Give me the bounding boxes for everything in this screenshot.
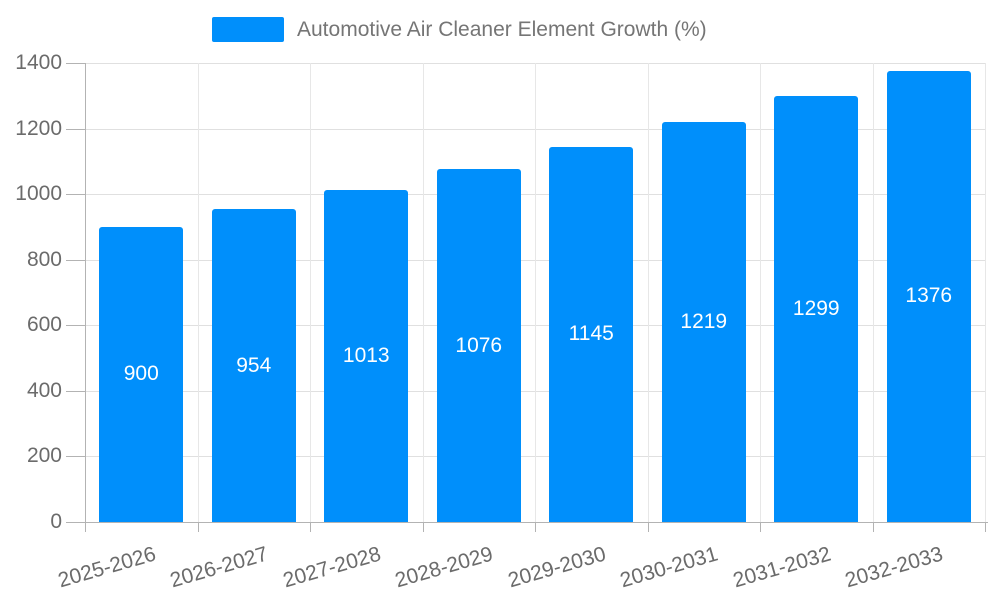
y-axis-tick	[66, 194, 85, 196]
x-axis-tick	[872, 522, 874, 532]
y-axis-tick-label: 1200	[15, 116, 62, 140]
gridline-vertical	[872, 63, 874, 522]
y-axis-line	[85, 63, 86, 522]
y-axis-tick-label: 1000	[15, 182, 62, 206]
bar-value-label: 954	[236, 353, 272, 377]
x-axis-category-label: 2030-2031	[617, 542, 721, 593]
y-axis-tick	[66, 522, 85, 523]
x-axis-tick	[310, 522, 311, 532]
y-axis-tick-label: 0	[50, 510, 62, 533]
bar[interactable]: 1299	[774, 96, 859, 522]
bar[interactable]: 1219	[661, 122, 746, 522]
x-axis-line	[85, 522, 988, 523]
bar-value-label: 1299	[792, 297, 840, 321]
gridline-vertical	[985, 63, 986, 522]
x-axis-category-label: 2026-2027	[167, 542, 271, 593]
bar-value-label: 1376	[905, 284, 953, 308]
bar[interactable]: 900	[99, 226, 184, 522]
x-axis-tick	[647, 522, 649, 532]
bar[interactable]: 1376	[886, 70, 971, 522]
gridline-vertical	[535, 63, 536, 522]
x-axis-category-label: 2029-2030	[505, 542, 609, 593]
y-axis-tick	[66, 325, 85, 327]
x-axis-tick	[985, 522, 986, 532]
legend-item[interactable]: Automotive Air Cleaner Element Growth (%…	[212, 17, 707, 42]
gridline-vertical	[422, 63, 424, 522]
x-axis-category-label: 2025-2026	[55, 542, 159, 593]
bar[interactable]: 1145	[549, 146, 634, 522]
y-axis-tick	[66, 390, 85, 392]
bar[interactable]: 1013	[324, 189, 409, 522]
y-axis-tick	[66, 63, 85, 64]
bar-value-label: 1013	[342, 343, 390, 367]
legend-label: Automotive Air Cleaner Element Growth (%…	[297, 17, 707, 41]
gridline-vertical	[647, 63, 649, 522]
y-axis-tick-label: 1400	[15, 51, 62, 74]
gridline-vertical	[760, 63, 761, 522]
bar-value-label: 900	[123, 362, 159, 386]
y-axis-tick-label: 200	[26, 444, 62, 468]
x-axis-category-label: 2032-2033	[842, 542, 946, 593]
gridline-vertical	[197, 63, 199, 522]
x-axis-tick	[422, 522, 424, 532]
bar-value-label: 1076	[455, 333, 503, 357]
bar-value-label: 1219	[680, 310, 728, 334]
x-axis-category-label: 2031-2032	[730, 542, 834, 593]
bar[interactable]: 954	[211, 209, 296, 522]
y-axis-tick-label: 600	[26, 313, 62, 337]
bar[interactable]: 1076	[436, 169, 521, 522]
gridline-vertical	[310, 63, 311, 522]
y-axis-tick-label: 800	[26, 247, 62, 271]
y-axis-tick	[66, 456, 85, 458]
legend-marker	[212, 17, 284, 42]
x-axis-tick	[197, 522, 199, 532]
x-axis-tick	[535, 522, 536, 532]
y-axis-tick-label: 400	[26, 378, 62, 402]
bar-value-label: 1145	[568, 322, 614, 346]
x-axis-category-label: 2028-2029	[392, 542, 496, 593]
x-axis-tick	[760, 522, 761, 532]
x-axis-tick	[85, 522, 86, 532]
y-axis-tick	[66, 259, 85, 261]
x-axis-category-label: 2027-2028	[280, 542, 384, 593]
y-axis-tick	[66, 128, 85, 130]
